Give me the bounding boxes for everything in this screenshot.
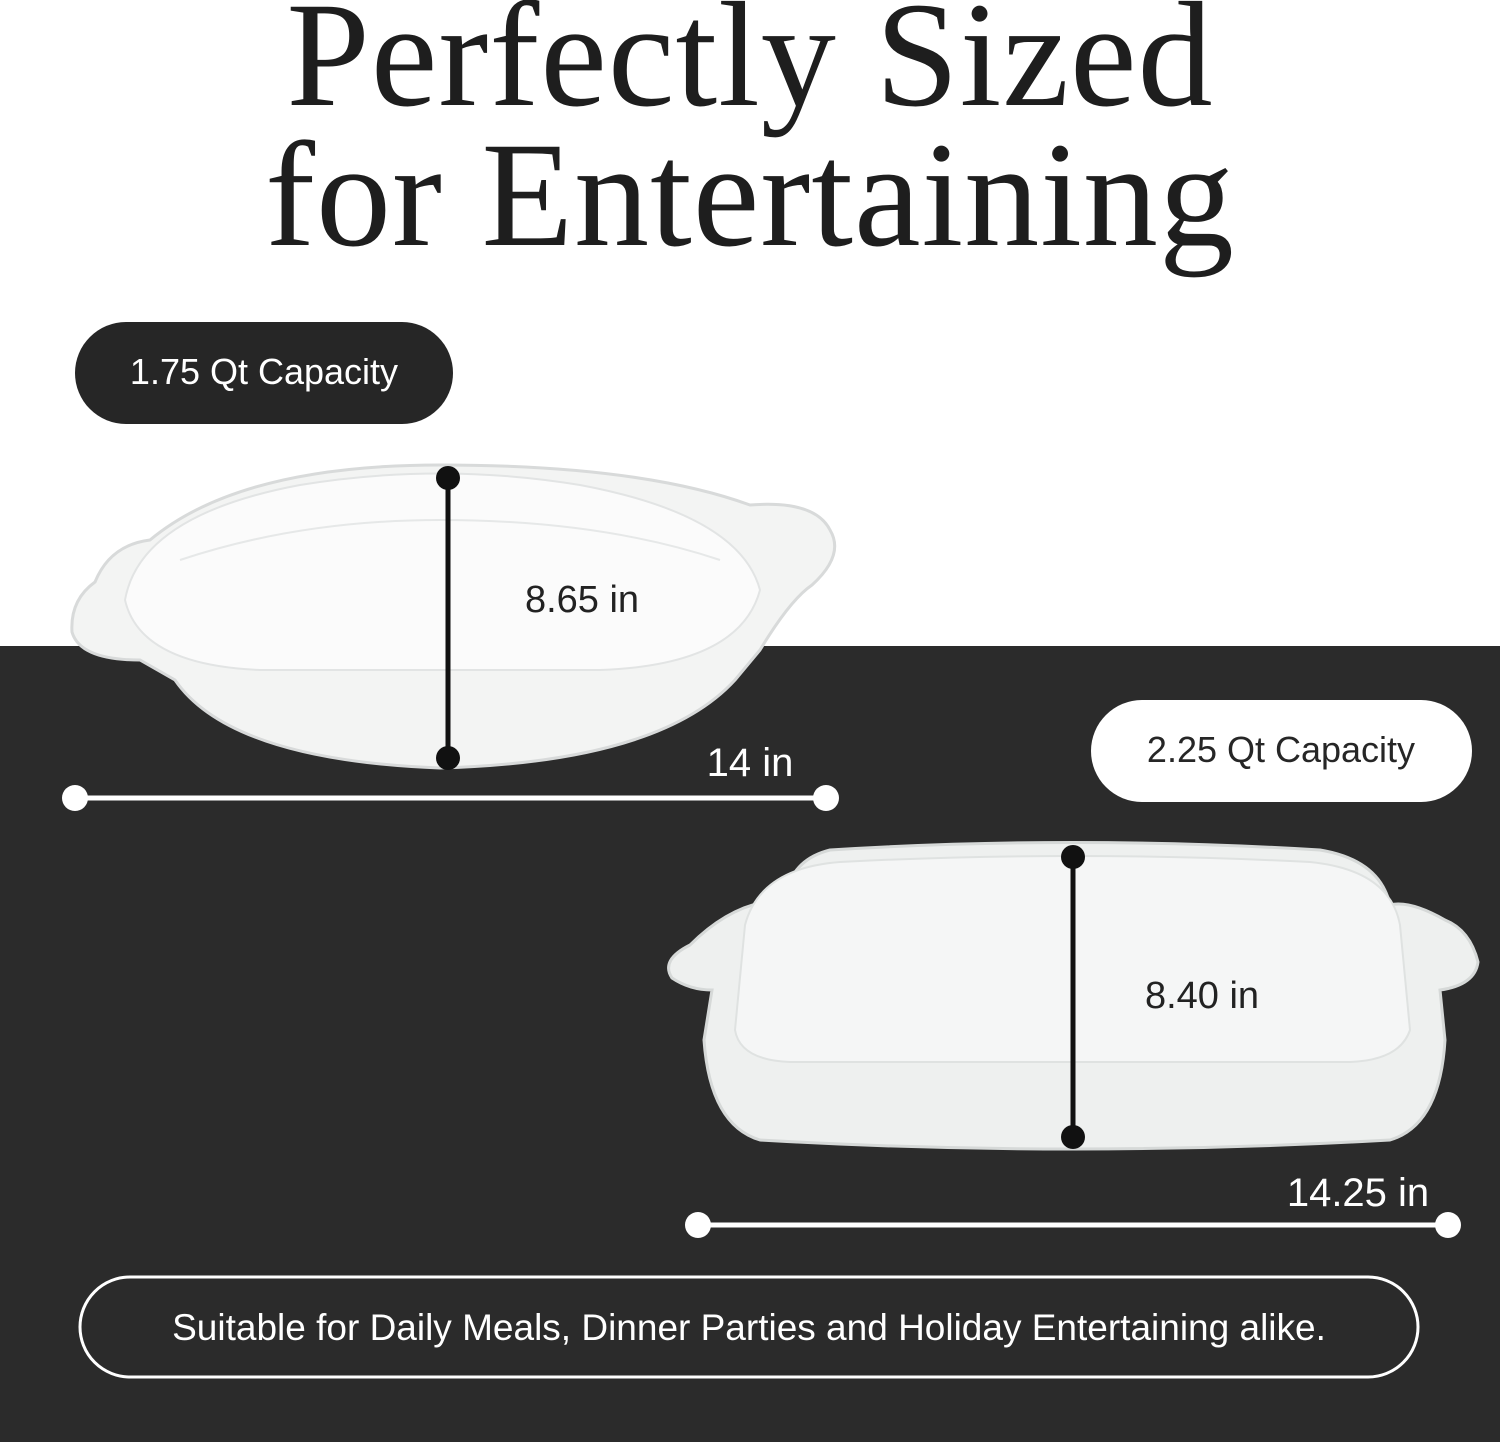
width-label: 14 in — [707, 741, 794, 785]
capacity-badge — [75, 322, 453, 424]
depth-label: 8.40 in — [1145, 975, 1259, 1017]
line-end — [685, 1212, 711, 1238]
depth-label: 8.65 in — [525, 579, 639, 621]
footer-frame — [78, 1275, 1420, 1379]
title-line: for Entertaining — [265, 112, 1235, 278]
line-end — [62, 785, 88, 811]
title-line: Perfectly Sized — [286, 0, 1213, 138]
capacity-label: 1.75 Qt Capacity — [130, 351, 398, 392]
line-end — [436, 746, 460, 770]
line-end — [813, 785, 839, 811]
capacity-label: 2.25 Qt Capacity — [1147, 729, 1415, 770]
line-end — [1061, 845, 1085, 869]
capacity-badge — [1091, 700, 1472, 802]
width-label: 14.25 in — [1287, 1171, 1429, 1215]
line-end — [1435, 1212, 1461, 1238]
line-end — [436, 466, 460, 490]
line-end — [1061, 1125, 1085, 1149]
oval-dish — [70, 463, 837, 770]
footer-text: Suitable for Daily Meals, Dinner Parties… — [172, 1307, 1326, 1348]
